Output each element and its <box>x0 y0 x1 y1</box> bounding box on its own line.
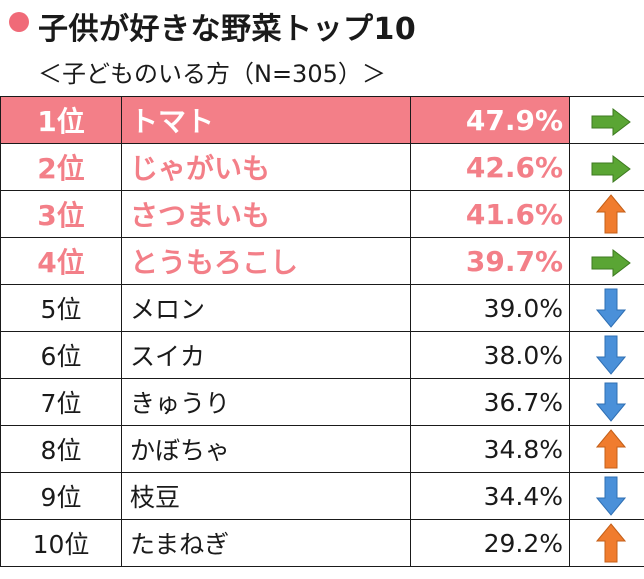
percentage-cell: 38.0% <box>410 331 570 379</box>
percentage-cell: 36.7% <box>410 378 570 426</box>
ranking-table: 1位 トマト 47.9% 2位 じゃがいも 42.6% 3位 さつまいも 41.6% 4位 とうもろ… <box>0 96 644 567</box>
table-row: 1位 トマト 47.9% <box>0 96 644 144</box>
rank-cell: 3位 <box>0 190 122 238</box>
vegetable-name-cell: とうもろこし <box>121 237 411 285</box>
vegetable-name-cell: 枝豆 <box>121 472 411 520</box>
trend-cell <box>569 331 644 379</box>
vegetable-name-cell: トマト <box>121 96 411 144</box>
table-row: 8位 かぼちゃ 34.8% <box>0 425 644 473</box>
arrow-down-icon <box>596 476 626 516</box>
percentage-cell: 42.6% <box>410 143 570 191</box>
bullet-dot-icon <box>9 12 29 32</box>
trend-cell <box>569 378 644 426</box>
arrow-right-icon <box>591 154 631 183</box>
arrow-down-icon <box>596 288 626 328</box>
percentage-cell: 29.2% <box>410 519 570 567</box>
table-row: 2位 じゃがいも 42.6% <box>0 143 644 191</box>
vegetable-name-cell: メロン <box>121 284 411 332</box>
percentage-cell: 39.0% <box>410 284 570 332</box>
arrow-down-icon <box>596 382 626 422</box>
rank-cell: 1位 <box>0 96 122 144</box>
arrow-up-icon <box>596 429 626 469</box>
table-row: 6位 スイカ 38.0% <box>0 331 644 379</box>
rank-cell: 9位 <box>0 472 122 520</box>
table-row: 10位 たまねぎ 29.2% <box>0 519 644 567</box>
trend-cell <box>569 96 644 144</box>
percentage-cell: 34.4% <box>410 472 570 520</box>
percentage-cell: 39.7% <box>410 237 570 285</box>
rank-cell: 8位 <box>0 425 122 473</box>
percentage-cell: 41.6% <box>410 190 570 238</box>
rank-cell: 7位 <box>0 378 122 426</box>
percentage-cell: 34.8% <box>410 425 570 473</box>
arrow-up-icon <box>596 523 626 563</box>
rank-cell: 4位 <box>0 237 122 285</box>
rank-cell: 5位 <box>0 284 122 332</box>
table-row: 7位 きゅうり 36.7% <box>0 378 644 426</box>
ranking-table-body: 1位 トマト 47.9% 2位 じゃがいも 42.6% 3位 さつまいも 41.6% 4位 とうもろ… <box>0 96 644 567</box>
vegetable-name-cell: たまねぎ <box>121 519 411 567</box>
subtitle: ＜子どものいる方（N=305）＞ <box>38 60 386 88</box>
rank-cell: 6位 <box>0 331 122 379</box>
trend-cell <box>569 143 644 191</box>
vegetable-name-cell: きゅうり <box>121 378 411 426</box>
table-row: 9位 枝豆 34.4% <box>0 472 644 520</box>
vegetable-name-cell: さつまいも <box>121 190 411 238</box>
trend-cell <box>569 425 644 473</box>
percentage-cell: 47.9% <box>410 96 570 144</box>
vegetable-name-cell: かぼちゃ <box>121 425 411 473</box>
table-row: 3位 さつまいも 41.6% <box>0 190 644 238</box>
page-title: 子供が好きな野菜トップ10 <box>38 12 417 47</box>
trend-cell <box>569 472 644 520</box>
arrow-right-icon <box>591 248 631 277</box>
table-row: 5位 メロン 39.0% <box>0 284 644 332</box>
arrow-up-icon <box>596 194 626 234</box>
vegetable-name-cell: スイカ <box>121 331 411 379</box>
rank-cell: 2位 <box>0 143 122 191</box>
arrow-right-icon <box>591 107 631 136</box>
rank-cell: 10位 <box>0 519 122 567</box>
trend-cell <box>569 190 644 238</box>
vegetable-name-cell: じゃがいも <box>121 143 411 191</box>
trend-cell <box>569 237 644 285</box>
trend-cell <box>569 284 644 332</box>
table-row: 4位 とうもろこし 39.7% <box>0 237 644 285</box>
arrow-down-icon <box>596 335 626 375</box>
title-row: 子供が好きな野菜トップ10 <box>0 0 644 47</box>
trend-cell <box>569 519 644 567</box>
